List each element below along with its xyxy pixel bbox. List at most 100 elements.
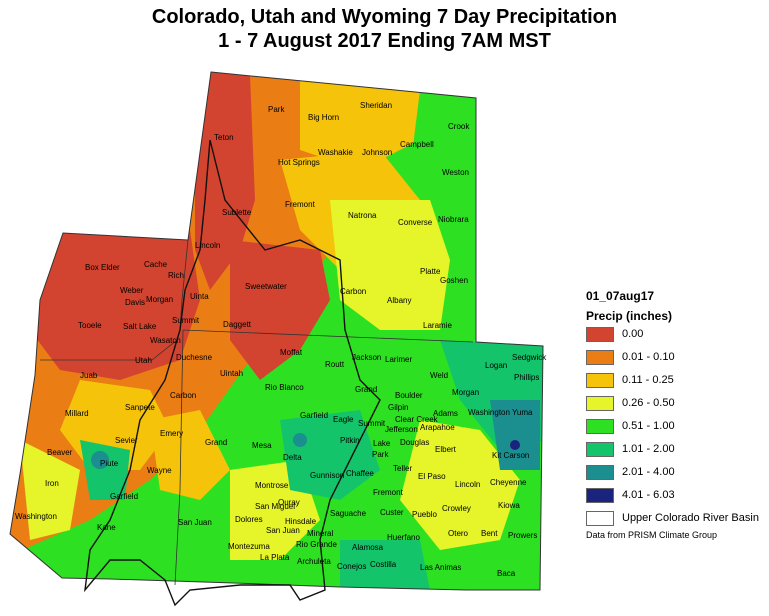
county-label: Niobrara	[438, 215, 469, 224]
county-label: Mesa	[252, 441, 272, 450]
co-wy-border	[182, 329, 474, 343]
county-label: Fremont	[373, 488, 404, 497]
county-label: Pitkin	[340, 436, 360, 445]
county-label: Teton	[214, 133, 234, 142]
county-label: Rich	[168, 271, 184, 280]
county-label: Rio Blanco	[265, 383, 304, 392]
county-label: Carbon	[170, 391, 196, 400]
legend-swatch	[586, 373, 614, 388]
county-label: Laramie	[423, 321, 452, 330]
county-label: Elbert	[435, 445, 457, 454]
county-labels: Park Sheridan Big Horn Crook Teton Washa…	[15, 101, 547, 578]
county-label: Sedgwick	[512, 353, 547, 362]
county-label: Millard	[65, 409, 89, 418]
county-label: Duchesne	[176, 353, 213, 362]
state-outline	[9, 71, 544, 591]
upper-colorado-river-basin-outline	[84, 139, 381, 607]
county-label: Albany	[387, 296, 411, 305]
county-label: Hot Springs	[278, 158, 320, 167]
county-label: Chaffee	[346, 469, 374, 478]
county-label: Lake	[373, 439, 391, 448]
county-label: Sheridan	[360, 101, 392, 110]
county-label: Morgan	[146, 295, 173, 304]
county-label: Montrose	[255, 481, 289, 490]
legend-label: 4.01 - 6.03	[622, 489, 675, 501]
county-label: Grand	[205, 438, 227, 447]
county-label: Baca	[497, 569, 516, 578]
county-label: Kit Carson	[492, 451, 529, 460]
county-label: Juab	[80, 371, 98, 380]
county-label: Platte	[420, 267, 441, 276]
county-label: Weld	[430, 371, 448, 380]
county-label: Eagle	[333, 415, 354, 424]
legend-label: Upper Colorado River Basin	[622, 512, 759, 524]
county-label: Custer	[380, 508, 404, 517]
county-label: Mineral	[307, 529, 333, 538]
county-label: Hinsdale	[285, 517, 317, 526]
county-label: Sanpete	[125, 403, 155, 412]
legend-label: 0.01 - 0.10	[622, 351, 675, 363]
county-label: Jackson	[352, 353, 381, 362]
county-label: Gilpin	[388, 403, 408, 412]
county-label: Grand	[355, 385, 377, 394]
county-label: Summit	[172, 316, 200, 325]
county-label: Logan	[485, 361, 507, 370]
county-label: Douglas	[400, 438, 429, 447]
county-label: Summit	[358, 419, 386, 428]
county-label: Park	[372, 450, 389, 459]
county-label: Cache	[144, 260, 168, 269]
county-label: El Paso	[418, 472, 446, 481]
county-label: Delta	[283, 453, 302, 462]
legend-date-label: 01_07aug17	[586, 289, 655, 303]
county-label: Jefferson	[385, 425, 418, 434]
county-label: Sevier	[115, 436, 138, 445]
legend-label: 0.00	[622, 328, 644, 340]
county-label: Emery	[160, 429, 183, 438]
county-label: Iron	[45, 479, 59, 488]
county-label: Kiowa	[498, 501, 520, 510]
county-label: Archuleta	[297, 557, 331, 566]
county-label: Adams	[433, 409, 458, 418]
legend-unit-label: Precip (inches)	[586, 309, 673, 323]
county-label: Arapahoe	[420, 423, 455, 432]
county-label: Uinta	[190, 292, 209, 301]
county-label: Larimer	[385, 355, 412, 364]
legend-label: 2.01 - 4.00	[622, 466, 675, 478]
legend-swatch	[586, 442, 614, 457]
legend-label: 0.26 - 0.50	[622, 397, 675, 409]
county-label: Cheyenne	[490, 478, 527, 487]
county-label: Phillips	[514, 373, 539, 382]
county-label: Pueblo	[412, 510, 437, 519]
county-label: Boulder	[395, 391, 423, 400]
county-label: Campbell	[400, 140, 434, 149]
county-label: Moffat	[280, 348, 303, 357]
county-label: Salt Lake	[123, 322, 157, 331]
county-label: Alamosa	[352, 543, 384, 552]
county-label: Big Horn	[308, 113, 339, 122]
county-label: Carbon	[340, 287, 366, 296]
ut-co-border	[174, 329, 184, 586]
county-label: Garfield	[110, 492, 138, 501]
legend-swatch	[586, 488, 614, 503]
county-label: Weston	[442, 168, 469, 177]
map-title-line2: 1 - 7 August 2017 Ending 7AM MST	[218, 30, 551, 52]
county-label: San Miguel	[255, 502, 295, 511]
county-label: La Plata	[260, 553, 290, 562]
county-label: Uintah	[220, 369, 243, 378]
county-label: Beaver	[47, 448, 73, 457]
county-label: Gunnison	[310, 471, 344, 480]
county-label: Morgan	[452, 388, 479, 397]
county-label: Clear Creek	[395, 415, 439, 424]
county-label: Washington	[468, 408, 510, 417]
county-label: Conejos	[337, 562, 366, 571]
county-label: Sublette	[222, 208, 252, 217]
county-label: Wayne	[147, 466, 172, 475]
county-label: Crook	[448, 122, 470, 131]
county-label: Routt	[325, 360, 345, 369]
county-label: Lincoln	[195, 241, 220, 250]
legend-swatch	[586, 511, 614, 526]
county-label: Weber	[120, 286, 144, 295]
county-label: Utah	[135, 356, 152, 365]
county-label: Rio Grande	[296, 540, 337, 549]
